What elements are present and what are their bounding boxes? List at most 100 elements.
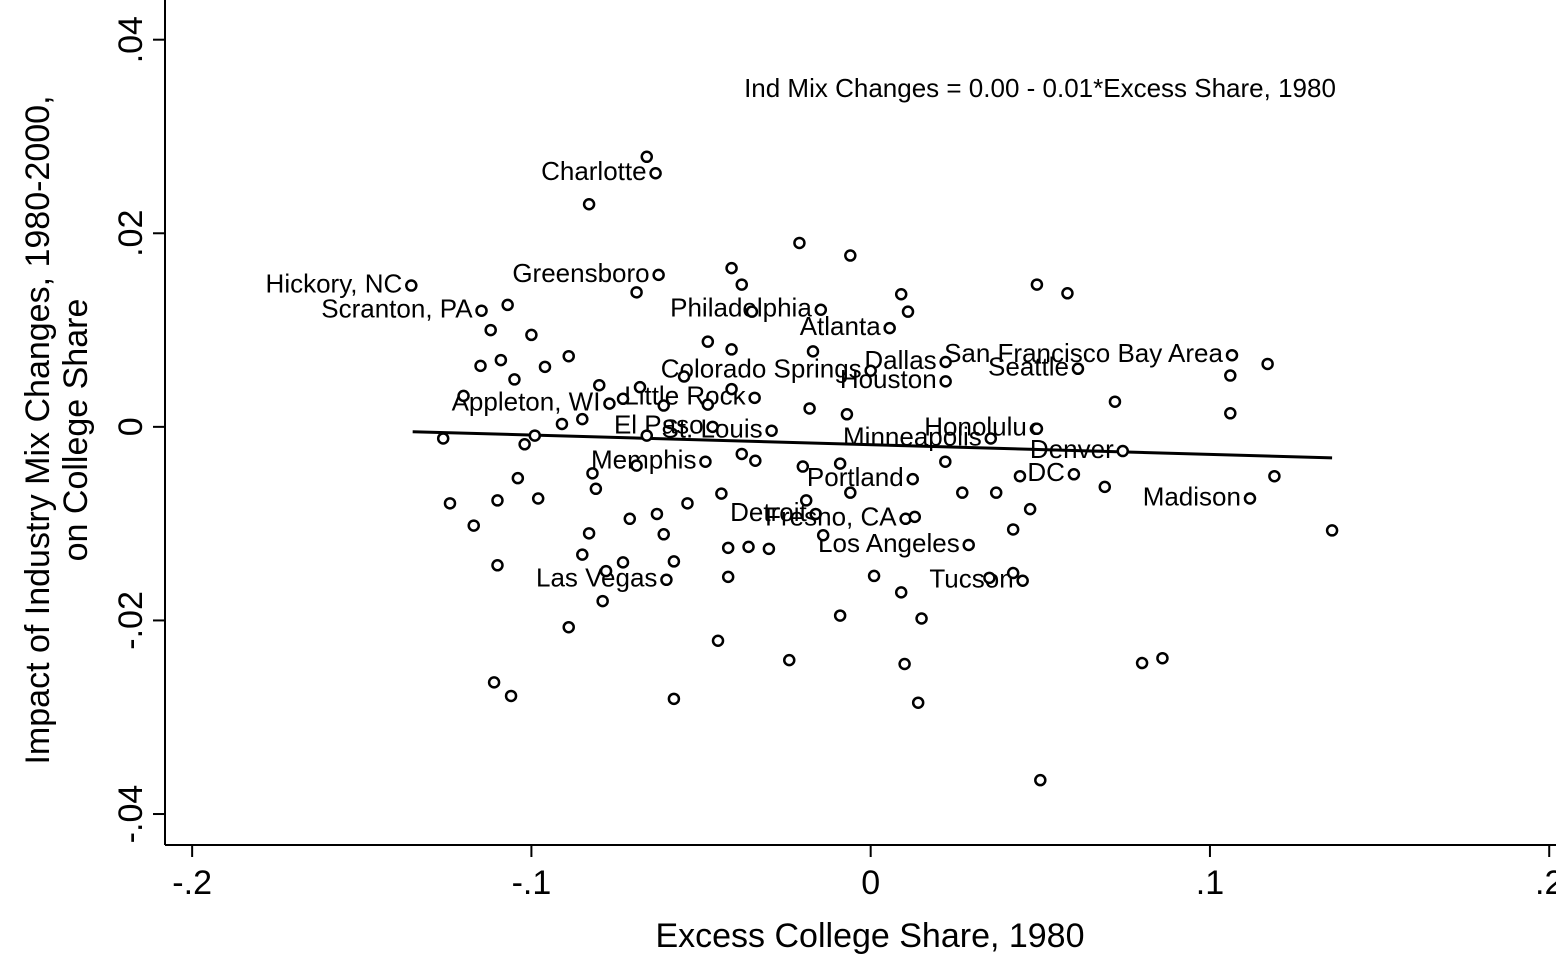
- x-tick-label: .2: [1535, 864, 1556, 902]
- point: [582, 197, 596, 211]
- point-label: DC: [1027, 457, 1065, 487]
- point-label: St. Louis: [661, 414, 762, 444]
- point: [657, 528, 670, 541]
- point: [538, 360, 552, 374]
- point: [911, 696, 925, 709]
- point: [803, 402, 816, 415]
- x-tick-label: -.2: [172, 864, 212, 902]
- point: [467, 519, 480, 532]
- point-label: Houston: [840, 364, 937, 394]
- point: [1224, 369, 1237, 382]
- point: [501, 298, 514, 312]
- point: [1156, 651, 1169, 665]
- point: [915, 612, 928, 625]
- point: [1013, 469, 1027, 483]
- point: [799, 494, 813, 507]
- point: [833, 457, 847, 470]
- point: [491, 494, 504, 507]
- point: [633, 380, 647, 394]
- point-label: Scranton, PA: [321, 294, 473, 324]
- point: [1243, 492, 1257, 505]
- point: [640, 150, 654, 164]
- point: [793, 236, 806, 250]
- y-axis-title: Impact of Industry Mix Changes, 1980-200…: [19, 95, 57, 764]
- point: [814, 303, 828, 316]
- point-label: Honolulu: [924, 412, 1027, 442]
- point: [616, 392, 630, 406]
- point: [906, 472, 919, 486]
- point: [576, 412, 589, 426]
- point: [806, 345, 820, 358]
- fit-line: [412, 430, 1333, 460]
- point-label: Madison: [1143, 481, 1241, 511]
- point: [1108, 395, 1122, 408]
- point: [531, 492, 545, 505]
- point: [1071, 362, 1085, 376]
- point: [555, 417, 569, 431]
- point: [725, 343, 738, 356]
- point: [667, 692, 681, 706]
- point: [650, 507, 664, 521]
- point-label: Detroit: [730, 497, 807, 527]
- point-label: Philadelphia: [670, 293, 812, 323]
- point-label: San Francisco Bay Area: [944, 338, 1223, 368]
- point: [630, 459, 643, 472]
- point: [623, 512, 637, 526]
- point: [898, 657, 911, 671]
- point: [436, 432, 450, 445]
- point-label: Hickory, NC: [266, 268, 403, 298]
- point: [956, 486, 969, 499]
- point: [1135, 656, 1149, 670]
- point: [660, 573, 673, 587]
- point: [1061, 287, 1074, 300]
- point: [816, 529, 830, 542]
- point: [525, 328, 538, 342]
- point-label: Greensboro: [512, 258, 649, 288]
- point: [1006, 566, 1020, 580]
- point: [1268, 469, 1281, 483]
- point-label: Seattle: [988, 352, 1069, 382]
- point: [657, 399, 670, 412]
- point: [1030, 278, 1044, 291]
- point-label: Memphis: [591, 445, 696, 475]
- point: [652, 268, 665, 282]
- y-tick-label: -.04: [112, 785, 150, 844]
- point: [528, 429, 542, 442]
- x-axis-title: Excess College Share, 1980: [655, 917, 1084, 955]
- point: [939, 455, 952, 468]
- point: [701, 398, 715, 411]
- point: [457, 389, 470, 403]
- y-tick-label: .02: [112, 210, 150, 257]
- point: [1034, 773, 1047, 787]
- point: [745, 305, 759, 318]
- point: [796, 460, 810, 473]
- point: [894, 586, 908, 599]
- point: [586, 467, 599, 480]
- point: [989, 486, 1003, 499]
- point: [596, 594, 609, 608]
- point: [518, 438, 531, 451]
- point: [735, 278, 749, 291]
- point: [749, 454, 762, 467]
- point: [603, 397, 616, 410]
- point-label: Fresno, CA: [765, 502, 897, 532]
- y-tick-label: .04: [112, 16, 150, 63]
- point: [1261, 357, 1274, 371]
- point: [484, 323, 497, 337]
- point: [844, 486, 857, 499]
- point: [1006, 523, 1020, 536]
- point: [864, 364, 877, 377]
- point: [630, 286, 643, 299]
- y-axis-title: on College Share: [57, 299, 95, 562]
- point: [962, 538, 975, 552]
- point: [1067, 468, 1081, 481]
- x-tick-label: .1: [1196, 864, 1224, 902]
- point: [711, 634, 725, 648]
- point: [494, 353, 508, 367]
- point: [809, 507, 822, 521]
- point: [443, 497, 457, 510]
- point: [508, 373, 521, 386]
- point: [1225, 348, 1239, 362]
- point: [491, 559, 504, 572]
- y-tick-label: 0: [112, 417, 150, 436]
